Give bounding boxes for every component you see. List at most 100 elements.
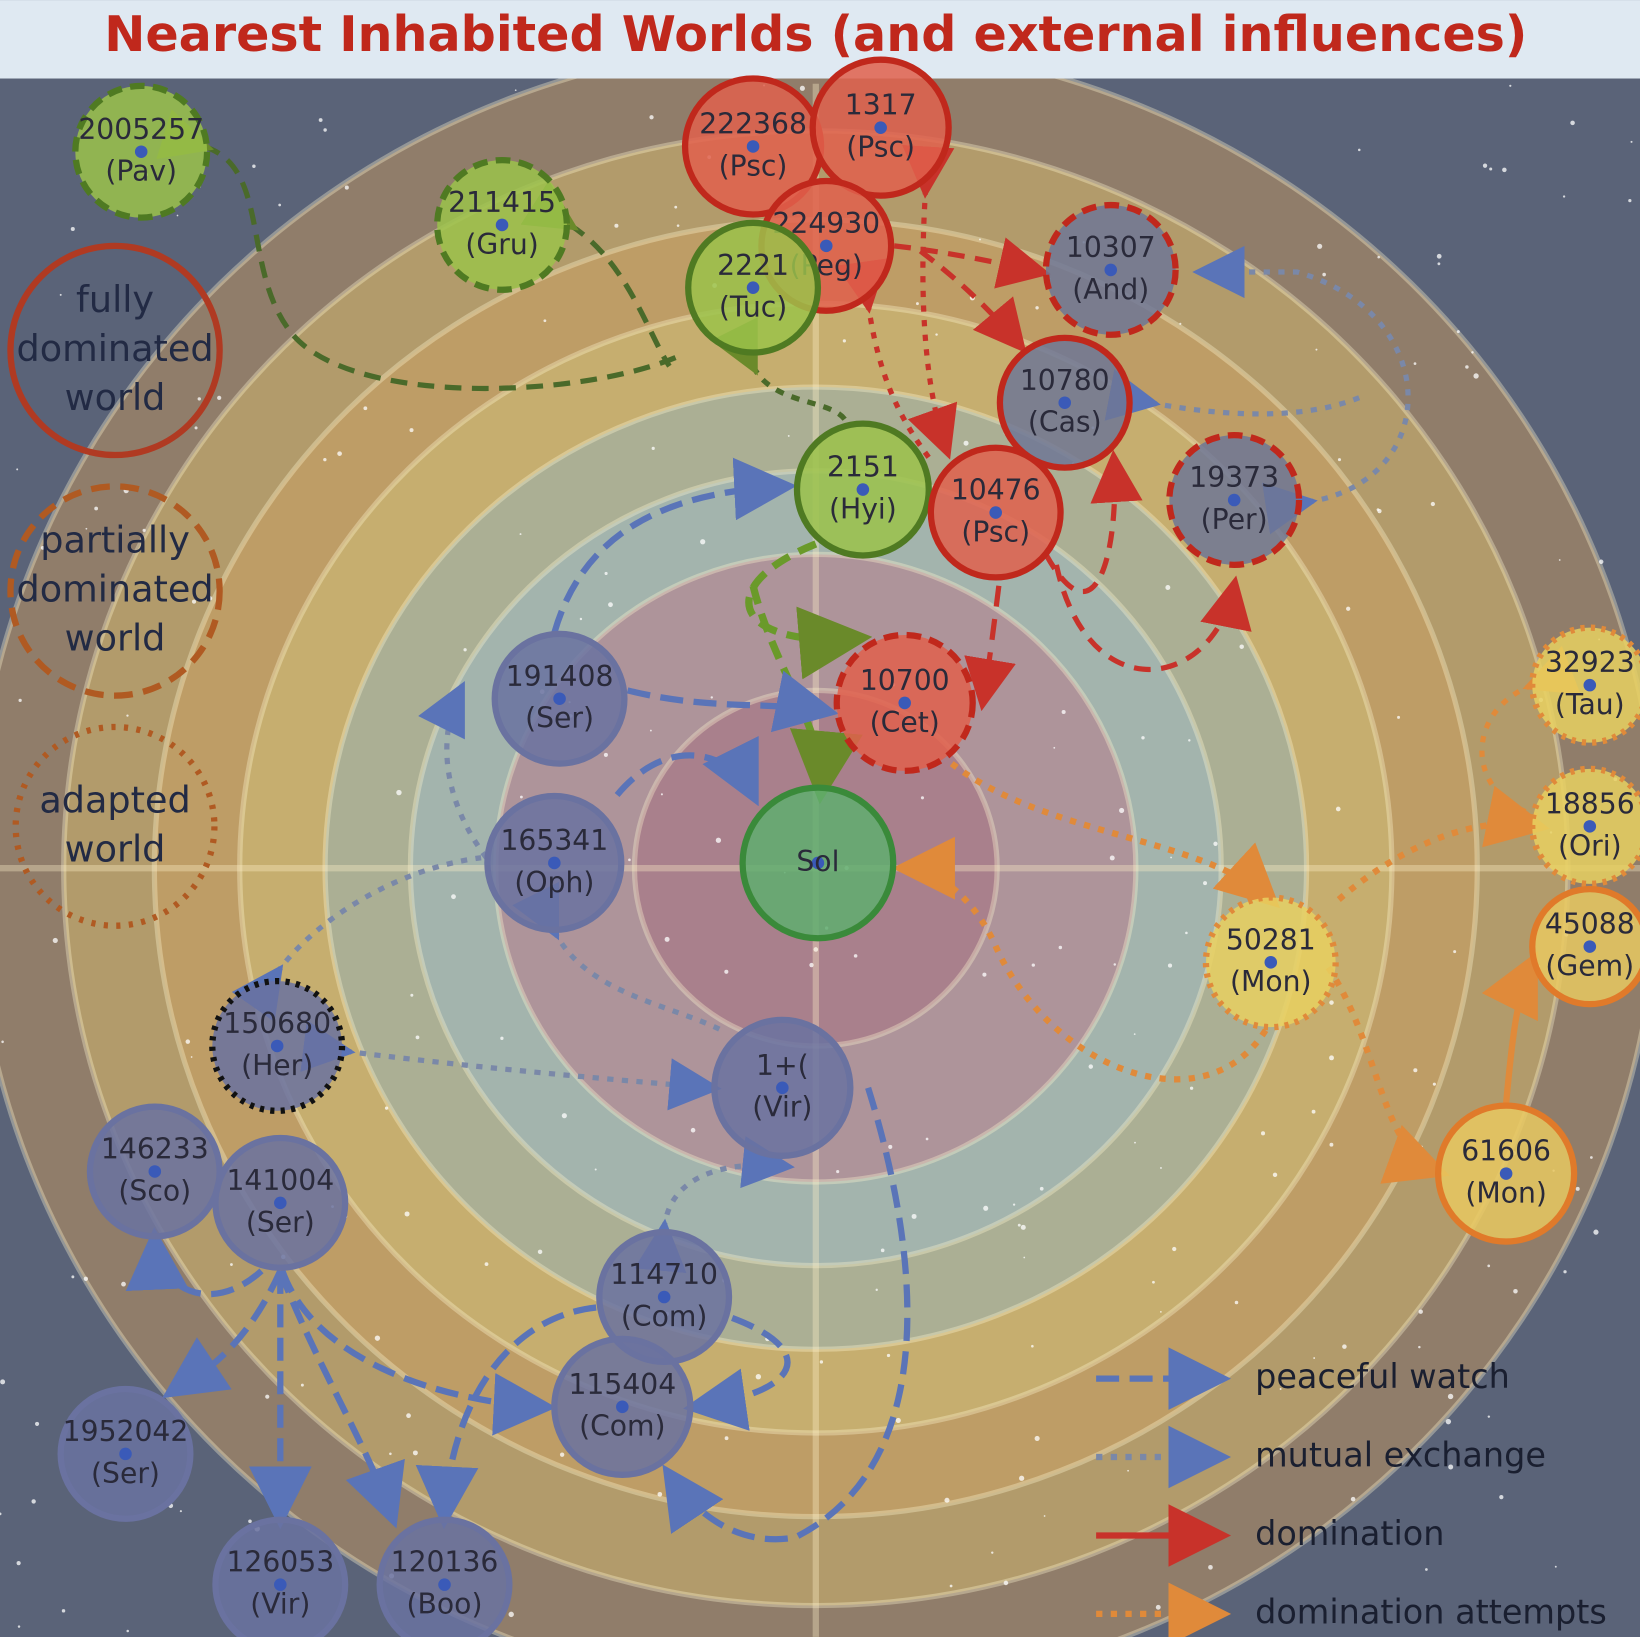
world-label: 18856	[1545, 787, 1635, 820]
star	[17, 1625, 21, 1628]
world-label: (Cet)	[870, 706, 940, 739]
star	[519, 533, 522, 536]
edge	[892, 836, 1269, 1083]
star	[991, 1551, 994, 1554]
world-label: 10700	[860, 664, 950, 697]
world-label: 114710	[610, 1258, 718, 1291]
star	[1499, 1495, 1504, 1500]
star	[700, 539, 706, 545]
world-node: 2005257 (Pav)	[72, 82, 211, 221]
star	[300, 1383, 304, 1387]
world-node: 61606 (Mon)	[1435, 1102, 1578, 1245]
world-label: 50281	[1226, 923, 1316, 956]
star	[1482, 163, 1488, 168]
star	[853, 954, 858, 958]
star	[1239, 644, 1244, 649]
star	[594, 1168, 597, 1171]
world-node: 10780 (Cas)	[996, 334, 1133, 471]
star	[1109, 855, 1115, 861]
star	[944, 1497, 950, 1503]
star	[363, 406, 368, 411]
world-label: 1952042	[63, 1415, 189, 1448]
star	[1034, 1435, 1040, 1441]
star	[925, 1137, 929, 1141]
star	[1322, 272, 1326, 277]
star	[710, 696, 713, 699]
star	[1023, 1256, 1026, 1259]
world-label: 222368	[699, 108, 807, 141]
star	[1039, 1186, 1044, 1191]
edge	[156, 109, 681, 392]
star	[1590, 1156, 1593, 1159]
star	[1502, 167, 1507, 173]
star	[1260, 1131, 1266, 1136]
star	[126, 1629, 129, 1633]
star	[1513, 1289, 1518, 1294]
star	[1335, 806, 1341, 812]
star	[1165, 585, 1171, 590]
star	[819, 1360, 824, 1364]
star	[724, 1436, 729, 1441]
star	[1167, 963, 1173, 968]
star	[404, 1211, 410, 1217]
world-label: (Boo)	[407, 1588, 483, 1621]
star	[337, 451, 342, 456]
star	[185, 1039, 191, 1044]
star	[278, 203, 282, 207]
world-node: 1317 (Psc)	[809, 56, 952, 199]
star	[248, 1519, 252, 1524]
world-dot	[746, 281, 760, 294]
star	[608, 602, 613, 608]
star	[1, 1040, 4, 1044]
legend-world-label: adapted	[39, 778, 190, 821]
star	[1329, 1055, 1334, 1061]
world-label: (Vir)	[250, 1588, 310, 1621]
world-label: 10780	[1020, 364, 1110, 397]
star	[724, 969, 729, 974]
edge	[614, 736, 759, 807]
star	[1447, 1393, 1454, 1400]
world-node: 10700 (Cet)	[833, 631, 976, 775]
star	[1172, 1246, 1177, 1252]
star	[537, 1249, 543, 1255]
star	[1554, 1565, 1557, 1568]
world-node: 141004 (Ser)	[212, 1134, 349, 1271]
star	[1337, 458, 1342, 462]
star	[1575, 1186, 1580, 1191]
star	[983, 1205, 989, 1211]
star	[18, 698, 22, 702]
star	[604, 571, 608, 576]
world-label: 2221	[717, 249, 789, 282]
legend-world-circle	[12, 723, 218, 929]
world-dot	[270, 1039, 284, 1053]
world-label: (Tuc)	[719, 291, 787, 324]
world-label: (Ser)	[91, 1457, 160, 1490]
star	[1134, 1141, 1136, 1144]
edge	[300, 1020, 722, 1111]
star	[1420, 1145, 1423, 1148]
edge	[1325, 965, 1450, 1184]
star	[1342, 1344, 1347, 1349]
star	[412, 1450, 418, 1456]
world-label: (Tau)	[1555, 688, 1625, 721]
star	[1471, 351, 1474, 354]
world-node: 10476 (Psc)	[927, 444, 1064, 581]
star	[1170, 856, 1172, 859]
world-dot	[119, 1447, 132, 1461]
world-label: (Gru)	[465, 228, 538, 261]
legend-world-label: world	[65, 827, 166, 870]
star	[94, 506, 99, 511]
star	[16, 1561, 21, 1566]
star	[982, 972, 987, 977]
star	[1160, 1311, 1162, 1313]
star	[1012, 1203, 1016, 1206]
star	[197, 397, 201, 401]
star	[1437, 262, 1441, 266]
edge	[1104, 369, 1361, 421]
edge	[1479, 645, 1581, 819]
world-dot	[1583, 820, 1597, 833]
star	[1119, 807, 1125, 814]
star	[1213, 841, 1218, 846]
world-dot	[548, 856, 561, 870]
star	[916, 302, 919, 306]
